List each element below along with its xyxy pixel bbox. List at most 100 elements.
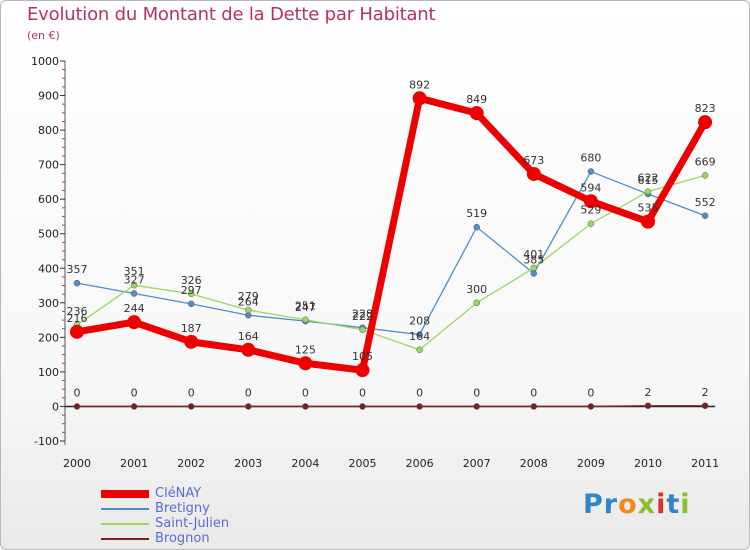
data-label: 228 [352,308,373,321]
legend-swatch [101,489,149,498]
data-label: 326 [181,274,202,287]
y-tick-label: 900 [38,90,59,103]
data-point [302,403,309,410]
data-label: 401 [523,248,544,261]
legend-item: CléNAY [101,486,229,501]
data-label: 673 [523,154,544,167]
x-tick-label: 2009 [577,457,605,470]
legend-label: Bretigny [155,501,210,516]
data-label: 351 [124,265,145,278]
x-tick-label: 2011 [691,457,719,470]
series-line-saint-julien [76,174,706,351]
data-label: 552 [695,196,716,209]
data-point [587,220,595,227]
x-tick-label: 2003 [234,457,262,470]
y-tick-label: 600 [38,193,59,206]
data-label: 300 [466,283,487,296]
chart-subtitle: (en €) [27,29,60,42]
y-tick-label: 500 [38,228,59,241]
data-point [73,403,81,410]
data-point [530,264,538,272]
data-label: 535 [638,202,659,215]
data-point [526,166,541,181]
data-point [359,403,366,410]
data-point [241,342,256,357]
data-label: 529 [580,204,601,217]
proxiti-logo: Proxiti [583,489,691,520]
data-point [184,334,199,349]
legend-swatch [101,537,149,540]
data-point [698,115,713,130]
y-tick-label: -100 [34,435,59,448]
chart-legend: CléNAY Bretigny Saint-Julien Brognon [101,486,229,546]
data-label: 680 [580,152,601,165]
legend-label: CléNAY [155,486,202,501]
legend-label: Brognon [155,531,210,546]
legend-item: Saint-Julien [101,516,229,531]
data-label: 105 [352,350,373,363]
data-point [187,300,195,308]
data-label: 622 [638,172,659,185]
legend-label: Saint-Julien [155,516,230,531]
data-point [701,172,709,179]
data-label: 669 [695,155,716,168]
data-point [70,324,84,339]
data-point [473,299,480,307]
data-label: 0 [302,386,309,399]
data-label: 244 [124,302,145,315]
data-point [473,223,480,231]
data-point [416,331,423,338]
data-point [469,106,484,121]
data-label: 251 [295,300,316,313]
data-point [130,403,138,410]
data-label: 0 [530,386,537,399]
y-tick-label: 0 [52,400,59,413]
data-point [187,403,195,410]
data-point [412,91,427,106]
data-label: 0 [359,386,366,399]
data-point [416,403,423,410]
data-label: 823 [695,102,716,115]
data-point [130,290,138,297]
x-tick-label: 2000 [63,457,91,470]
data-point [416,346,423,354]
data-point [530,403,538,410]
data-label: 594 [580,181,601,194]
data-point [641,214,655,229]
legend-swatch [101,507,149,510]
data-label: 615 [638,174,659,187]
data-label: 357 [67,263,88,276]
data-label: 0 [131,386,138,399]
data-label: 187 [181,322,202,335]
data-point [701,212,709,220]
data-point [130,281,138,289]
data-point [473,403,480,410]
data-point [359,326,366,334]
data-label: 892 [409,78,430,91]
legend-item: Brognon [101,531,229,546]
data-label: 208 [409,315,430,328]
data-label: 247 [295,301,316,314]
x-tick-label: 2004 [291,457,319,470]
data-label: 164 [238,330,259,343]
legend-swatch [101,522,149,525]
y-tick-label: 200 [38,331,59,344]
chart-title: Evolution du Montant de la Dette par Hab… [27,4,436,25]
y-tick-label: 400 [38,262,59,275]
data-point [73,279,81,287]
data-point [587,403,595,410]
data-point [298,356,313,371]
data-point [355,363,370,378]
series-line-brognon [76,405,706,408]
data-label: 2 [645,386,652,399]
data-label: 0 [587,386,594,399]
x-tick-label: 2010 [634,457,662,470]
x-tick-label: 2006 [406,457,434,470]
data-label: 222 [352,310,373,323]
data-point [127,315,142,330]
data-point [644,188,652,195]
y-tick-label: 700 [38,159,59,172]
data-label: 0 [188,386,195,399]
x-tick-label: 2007 [463,457,491,470]
data-label: 385 [523,253,544,266]
